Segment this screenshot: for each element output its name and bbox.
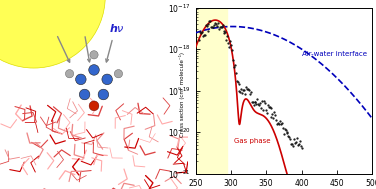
Circle shape <box>114 70 123 78</box>
Circle shape <box>90 51 98 59</box>
Text: h$\nu$: h$\nu$ <box>109 22 124 34</box>
Text: Air-water interface: Air-water interface <box>302 51 367 57</box>
Circle shape <box>79 89 90 100</box>
Circle shape <box>89 101 99 111</box>
Bar <box>196 8 227 174</box>
Circle shape <box>98 89 109 100</box>
Circle shape <box>102 74 112 85</box>
Circle shape <box>76 74 86 85</box>
Text: Gas phase: Gas phase <box>234 138 271 144</box>
Circle shape <box>65 70 74 78</box>
Text: Cross section (cm² molecule⁻¹): Cross section (cm² molecule⁻¹) <box>179 52 185 137</box>
Wedge shape <box>0 0 105 68</box>
Circle shape <box>89 65 99 75</box>
